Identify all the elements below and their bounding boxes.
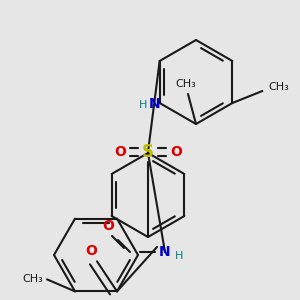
Text: O: O [170,145,182,159]
Text: H: H [139,100,147,110]
Text: N: N [149,98,160,112]
Text: H: H [175,251,183,261]
Text: O: O [102,219,114,233]
Text: CH₃: CH₃ [176,79,197,89]
Text: CH₃: CH₃ [22,274,44,284]
Text: CH₃: CH₃ [268,82,289,92]
Text: N: N [159,245,171,259]
Text: O: O [85,244,97,258]
Text: S: S [142,143,154,161]
Text: O: O [114,145,126,159]
